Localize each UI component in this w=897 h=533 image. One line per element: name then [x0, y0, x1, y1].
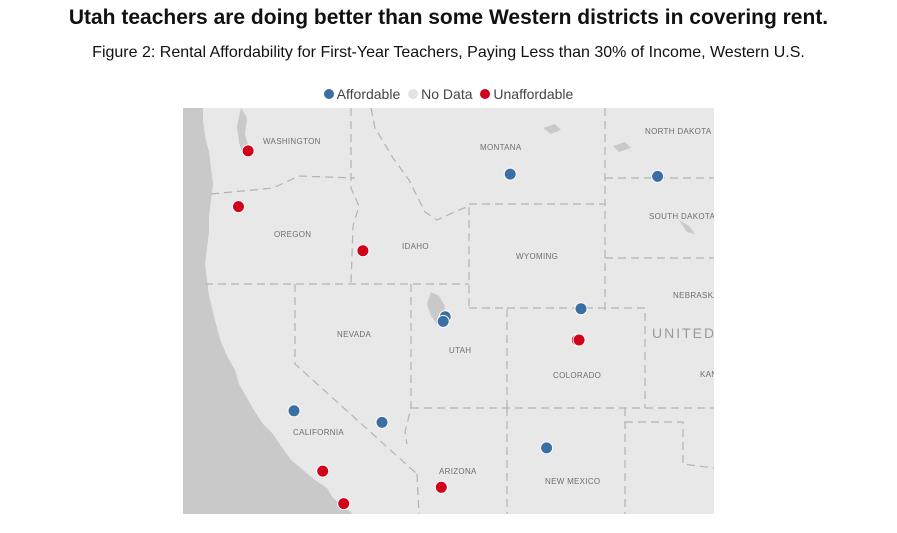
map-point-affordable-6[interactable] [436, 314, 450, 328]
state-label-north-dakota: NORTH DAKOTA [645, 127, 712, 136]
lake-oahe [679, 220, 695, 234]
state-label-utah: UTAH [449, 346, 471, 355]
legend-label-affordable: Affordable [336, 86, 401, 102]
map-point-affordable-10[interactable] [287, 404, 301, 418]
map-point-affordable-12[interactable] [540, 441, 554, 455]
legend-item-unaffordable[interactable]: Unaffordable [480, 86, 573, 102]
data-points [232, 144, 665, 511]
map-point-unaffordable-14[interactable] [434, 480, 448, 494]
legend-dot-affordable [323, 89, 334, 99]
state-label-south-dakota: SOUTH DAKOTA [649, 212, 714, 221]
legend: Affordable No Data Unaffordable [0, 86, 897, 102]
map-canvas[interactable]: WASHINGTON MONTANA NORTH DAKOTA SOUTH DA… [183, 108, 714, 514]
legend-item-affordable[interactable]: Affordable [323, 86, 401, 102]
legend-item-no-data[interactable]: No Data [408, 86, 473, 102]
country-label-united: UNITED [652, 325, 714, 341]
state-label-montana: MONTANA [480, 143, 522, 152]
state-label-oregon: OREGON [274, 230, 311, 239]
map-point-unaffordable-1[interactable] [232, 200, 245, 214]
map[interactable]: WASHINGTON MONTANA NORTH DAKOTA SOUTH DA… [183, 108, 714, 514]
lake-sakakawea [613, 142, 631, 152]
state-label-idaho: IDAHO [402, 242, 429, 251]
map-point-affordable-7[interactable] [574, 302, 588, 316]
legend-label-no-data: No Data [421, 86, 473, 102]
lake-fort-peck [543, 124, 561, 134]
map-point-unaffordable-2[interactable] [356, 244, 370, 258]
map-point-unaffordable-9[interactable] [572, 333, 586, 347]
state-borders [205, 108, 714, 514]
state-label-arizona: ARIZONA [439, 467, 477, 476]
map-point-unaffordable-15[interactable] [337, 497, 351, 511]
chart-subtitle: Figure 2: Rental Affordability for First… [92, 44, 805, 61]
map-point-affordable-11[interactable] [375, 415, 389, 429]
chart-title: Utah teachers are doing better than some… [68, 6, 829, 29]
state-label-nebraska: NEBRASKA [673, 291, 714, 300]
state-label-new-mexico: NEW MEXICO [545, 477, 600, 486]
state-label-california: CALIFORNIA [293, 428, 344, 437]
legend-dot-unaffordable [480, 89, 491, 99]
map-point-unaffordable-0[interactable] [241, 144, 255, 158]
legend-dot-no-data [408, 89, 419, 99]
land [203, 108, 714, 514]
map-point-affordable-3[interactable] [503, 167, 517, 181]
state-label-kansas: KAN [700, 370, 714, 379]
map-point-unaffordable-13[interactable] [316, 464, 330, 478]
map-point-affordable-4[interactable] [651, 169, 665, 183]
state-label-washington: WASHINGTON [263, 137, 321, 146]
legend-label-unaffordable: Unaffordable [493, 86, 574, 102]
state-label-nevada: NEVADA [337, 330, 371, 339]
state-labels: WASHINGTON MONTANA NORTH DAKOTA SOUTH DA… [263, 127, 714, 486]
state-label-wyoming: WYOMING [516, 252, 558, 261]
state-label-colorado: COLORADO [553, 371, 601, 380]
puget-sound [237, 108, 249, 156]
